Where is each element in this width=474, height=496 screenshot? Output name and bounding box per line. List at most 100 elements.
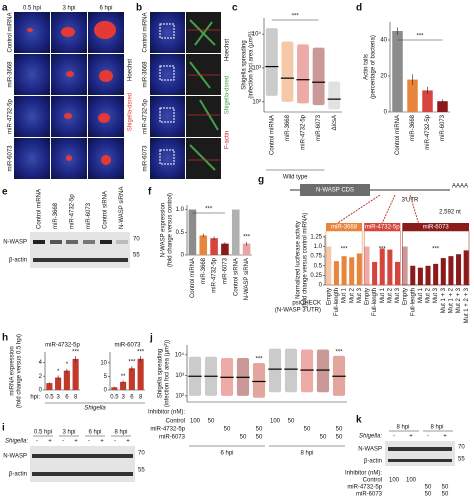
y-tick-label: 1.25 (310, 235, 322, 241)
bacteria (61, 27, 75, 37)
x-tick-label: Empty (365, 288, 371, 305)
chart-title: miR-6073 (114, 343, 141, 349)
band (388, 459, 452, 462)
sign: + (100, 439, 104, 445)
row-label: miR-6073 (143, 145, 149, 172)
row-label: miR-4732-5p (143, 98, 149, 133)
y-tick-label: 10³ (175, 373, 184, 379)
y-tick-label: 0.5 (176, 230, 185, 236)
y-tick-label: 10³ (252, 66, 261, 72)
bacteria (27, 28, 33, 32)
y-tick-label: 0.75 (310, 254, 322, 260)
sign: - (36, 439, 38, 445)
bar (364, 246, 370, 285)
panel-letter: g (258, 175, 264, 186)
spread (252, 362, 266, 398)
spread (268, 348, 282, 393)
site-links (329, 194, 421, 229)
spread (316, 349, 330, 393)
timepoint: 0.5 hpi (34, 430, 52, 436)
bar (456, 254, 462, 285)
panel-letter: i (2, 423, 5, 434)
group-label: miR-3668 (331, 225, 358, 231)
table-cell: 100 (270, 419, 281, 425)
annotation: *** (255, 357, 263, 363)
lane-label: N-WASP siRNA (119, 187, 125, 229)
y-tick-label: 0 (181, 253, 185, 259)
bar (433, 263, 439, 285)
blot-i (30, 446, 135, 482)
panel-letter: f (148, 187, 152, 198)
bar (402, 246, 408, 285)
annotation: *** (243, 234, 251, 240)
group-header (326, 223, 363, 231)
y-tick-label: 0 (39, 388, 43, 394)
table-cell: 50 (240, 435, 247, 441)
row-label: miR-3668 (143, 61, 149, 88)
bar (372, 261, 378, 285)
panel-letter: d (356, 3, 362, 14)
table-cell: 50 (442, 492, 449, 496)
x-tick-label: 8 (139, 395, 143, 401)
x-tick-label: Mut 1 + 2 + 3 (464, 287, 470, 323)
stain-label: Hoechst (225, 39, 231, 61)
sign: - (88, 439, 90, 445)
y-tick-label: 5 (104, 374, 108, 380)
row-label: miR-6073 (8, 145, 14, 172)
zoom-box (159, 23, 175, 39)
bar (448, 256, 454, 285)
micrographs-a (14, 12, 124, 179)
row-label: Control (363, 478, 382, 484)
lane-label: miR-4732-5p (70, 194, 76, 229)
marker-label: 55 (133, 253, 140, 259)
bar (111, 387, 118, 390)
cds (300, 184, 370, 196)
panel-letter: c (232, 3, 238, 14)
x-tick-label: Mut 1 (380, 287, 386, 303)
annotation: *** (128, 360, 136, 366)
bar (231, 209, 240, 255)
timepoint: 6 hpi (88, 430, 101, 436)
spread (281, 41, 294, 102)
sign: + (48, 439, 52, 445)
y-tick-label: 1.0 (176, 207, 185, 213)
bar (440, 258, 446, 285)
x-tick-label: 0.5 (45, 395, 54, 401)
bacteria (66, 155, 72, 161)
y-axis-label: Actin tails (364, 54, 370, 80)
utr-label: 3′UTR (402, 198, 419, 204)
protein-label: N-WASP (358, 447, 382, 453)
bacteria (98, 113, 110, 123)
x-tick-label: miR-6073 (440, 114, 446, 141)
condition-label: Shigella (84, 406, 106, 412)
bar (242, 243, 251, 255)
spread (300, 349, 314, 393)
band (100, 240, 112, 244)
protein-label: β-actin (9, 472, 27, 478)
bar (55, 377, 62, 390)
stain-label: Shigella-dsred (225, 76, 231, 114)
y-tick-label: 0.25 (310, 273, 322, 279)
length-label: 2,592 nt (439, 210, 461, 216)
group-label: Wild type (283, 175, 308, 181)
bar (221, 243, 229, 255)
x-tick-label: 3 (56, 395, 60, 401)
x-tick-label: N-WASP siRNA (244, 258, 250, 300)
protein-label: N-WASP (3, 240, 27, 246)
bar (410, 265, 416, 285)
micrograph (150, 138, 185, 179)
row-label: Control miRNA (8, 12, 14, 52)
lane-label: miR-3668 (53, 202, 59, 229)
bar (341, 256, 347, 285)
blot-e (30, 232, 130, 268)
panel-letter: a (2, 3, 8, 14)
annotation: *** (416, 34, 424, 40)
y-tick-label: 2 (39, 374, 43, 380)
spread (328, 81, 341, 110)
axis-label: hpi: (30, 395, 40, 401)
protein-label: N-WASP (3, 454, 27, 460)
micrograph (14, 96, 50, 137)
spread (284, 348, 298, 393)
x-tick-label: Control miRNA (395, 115, 401, 155)
blot (30, 446, 135, 482)
